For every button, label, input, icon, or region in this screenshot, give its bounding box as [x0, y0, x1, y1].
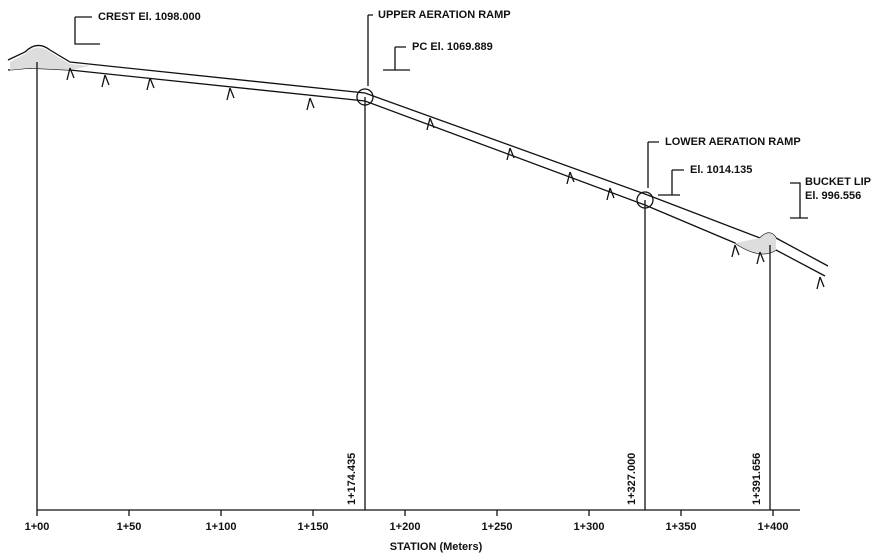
station-label: 1+391.656 [751, 453, 763, 505]
anchor [226, 87, 235, 101]
axis-tick-label: 1+350 [666, 521, 697, 533]
axis-tick-label: 1+250 [482, 521, 513, 533]
leader-line [367, 14, 373, 86]
anchor [606, 187, 615, 201]
axis-tick-label: 1+400 [758, 521, 789, 533]
anchor [306, 97, 315, 111]
annotation-label: BUCKET LIP [805, 176, 871, 188]
axis-title: STATION (Meters) [390, 541, 483, 553]
profile-top [7, 44, 829, 267]
anchor [566, 171, 575, 185]
annotation-label: PC El. 1069.889 [412, 41, 493, 53]
annotation-label: CREST El. 1098.000 [98, 11, 201, 23]
bucket-concrete [735, 233, 776, 254]
leader-line [74, 16, 100, 45]
annotation-label: El. 996.556 [805, 190, 861, 202]
annotation-label: LOWER AERATION RAMP [665, 136, 801, 148]
anchor [506, 147, 515, 161]
axis-tick-label: 1+300 [574, 521, 605, 533]
axis-tick-label: 1+100 [206, 521, 237, 533]
station-label: 1+327.000 [626, 453, 638, 505]
station-label: 1+174.435 [346, 453, 358, 505]
anchor [66, 67, 75, 81]
anchor [101, 74, 110, 88]
axis-tick-label: 1+50 [117, 521, 142, 533]
anchor [146, 77, 155, 91]
annotation-label: El. 1014.135 [690, 164, 752, 176]
leader-line [658, 169, 684, 196]
anchor [426, 117, 435, 131]
leader-line [647, 141, 659, 188]
crest-concrete [10, 47, 90, 70]
anchor [731, 244, 740, 258]
leader-line [790, 182, 808, 219]
annotation-label: UPPER AERATION RAMP [378, 9, 511, 21]
axis-tick-label: 1+00 [25, 521, 50, 533]
axis-tick-label: 1+200 [390, 521, 421, 533]
anchor [816, 276, 825, 290]
leader-line [383, 46, 410, 71]
axis-tick-label: 1+150 [298, 521, 329, 533]
anchor [756, 251, 765, 265]
